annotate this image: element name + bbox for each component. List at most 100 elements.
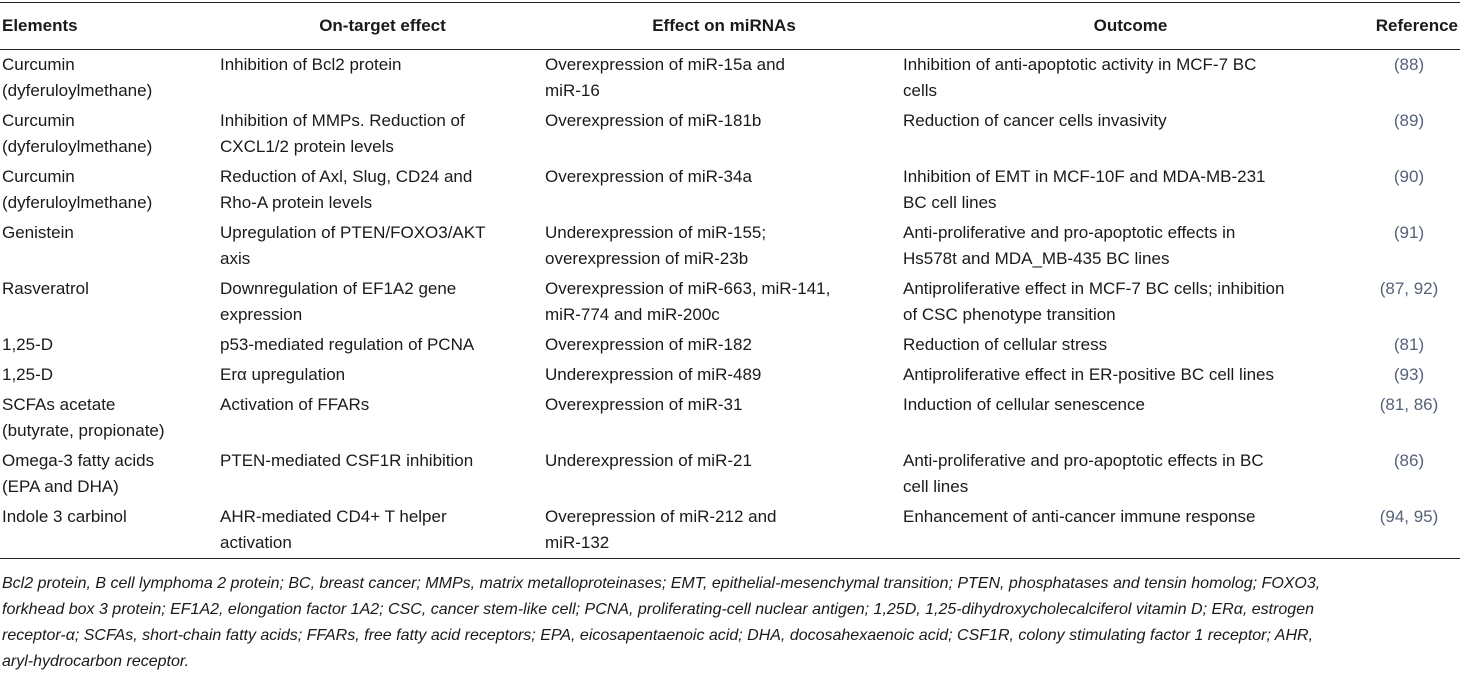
cell-line: Anti-proliferative and pro-apoptotic eff…: [903, 451, 1264, 470]
cell-line: Underexpression of miR-489: [545, 365, 762, 384]
cell-line: (91): [1393, 223, 1425, 242]
header-cell: Reference: [1358, 2, 1460, 50]
table-cell: (81): [1358, 330, 1460, 360]
cell-line: Reduction of Axl, Slug, CD24 and: [220, 167, 473, 186]
cell-line: 1,25-D: [2, 365, 54, 384]
table-cell: (88): [1358, 50, 1460, 107]
table-body: Curcumin (dyferuloylmethane) Inhibition of…: [0, 50, 1460, 559]
cell-line: Rho-A protein levels: [220, 193, 373, 212]
cell-line: overexpression of miR-23b: [545, 249, 749, 268]
table-cell: (93): [1358, 360, 1460, 390]
footnote-line: Bcl2 protein, B cell lymphoma 2 protein;…: [2, 575, 1321, 592]
header-cell: Outcome: [903, 2, 1358, 50]
table-cell: Genistein: [0, 218, 220, 274]
cell-line: cell lines: [903, 477, 969, 496]
cell-line: (dyferuloylmethane): [2, 137, 153, 156]
table-cell: Overepression of miR-212 and miR-132: [545, 502, 903, 559]
cell-line: 1,25-D: [2, 335, 54, 354]
cell-line: miR-774 and miR-200c: [545, 305, 720, 324]
table-cell: SCFAs acetate (butyrate, propionate): [0, 390, 220, 446]
table-cell: (87, 92): [1358, 274, 1460, 330]
cell-line: (81): [1393, 335, 1425, 354]
cell-line: (89): [1393, 111, 1425, 130]
cell-line: Curcumin: [2, 111, 75, 130]
table-row: Genistein Upregulation of PTEN/FOXO3/AKT a…: [0, 218, 1460, 274]
table-cell: Downregulation of EF1A2 gene expression: [220, 274, 545, 330]
table-row: 1,25-D p53-mediated regulation of PCNA Ove…: [0, 330, 1460, 360]
cell-line: Inhibition of anti-apoptotic activity in…: [903, 55, 1257, 74]
cell-line: (EPA and DHA): [2, 477, 119, 496]
table-cell: Curcumin (dyferuloylmethane): [0, 162, 220, 218]
table-cell: (91): [1358, 218, 1460, 274]
table-cell: Omega-3 fatty acids (EPA and DHA): [0, 446, 220, 502]
cell-line: Overexpression of miR-663, miR-141,: [545, 279, 831, 298]
table-cell: Overexpression of miR-34a: [545, 162, 903, 218]
data-table: Elements On-target effect Effect on miRNAs…: [0, 2, 1460, 559]
table-cell: Antiproliferative effect in MCF-7 BC cel…: [903, 274, 1358, 330]
cell-line: miR-16: [545, 81, 600, 100]
table-cell: 1,25-D: [0, 330, 220, 360]
table-cell: Reduction of cellular stress: [903, 330, 1358, 360]
table-cell: Anti-proliferative and pro-apoptotic eff…: [903, 446, 1358, 502]
table-cell: Enhancement of anti-cancer immune respon…: [903, 502, 1358, 559]
cell-line: Enhancement of anti-cancer immune respon…: [903, 507, 1256, 526]
table-cell: Inhibition of anti-apoptotic activity in…: [903, 50, 1358, 107]
cell-line: PTEN-mediated CSF1R inhibition: [220, 451, 474, 470]
header-cell: On-target effect: [220, 2, 545, 50]
table-row: Curcumin (dyferuloylmethane) Reduction of …: [0, 162, 1460, 218]
table-cell: Overexpression of miR-182: [545, 330, 903, 360]
cell-line: Indole 3 carbinol: [2, 507, 127, 526]
table-cell: Underexpression of miR-155; overexpressio…: [545, 218, 903, 274]
table-cell: (94, 95): [1358, 502, 1460, 559]
cell-line: Overexpression of miR-31: [545, 395, 743, 414]
table-cell: (90): [1358, 162, 1460, 218]
table-cell: p53-mediated regulation of PCNA: [220, 330, 545, 360]
table-row: Curcumin (dyferuloylmethane) Inhibition of…: [0, 50, 1460, 107]
footnote-line: receptor-α; SCFAs, short-chain fatty aci…: [2, 627, 1314, 644]
cell-line: CXCL1/2 protein levels: [220, 137, 394, 156]
table-cell: (86): [1358, 446, 1460, 502]
cell-line: Overexpression of miR-34a: [545, 167, 752, 186]
table-cell: Curcumin (dyferuloylmethane): [0, 106, 220, 162]
table-cell: Overexpression of miR-31: [545, 390, 903, 446]
cell-line: Overepression of miR-212 and: [545, 507, 777, 526]
cell-line: (87, 92): [1379, 279, 1439, 298]
table-cell: Erα upregulation: [220, 360, 545, 390]
cell-line: Antiproliferative effect in ER-positive …: [903, 365, 1275, 384]
cell-line: axis: [220, 249, 251, 268]
table-cell: Inhibition of MMPs. Reduction of CXCL1/2 …: [220, 106, 545, 162]
cell-line: cells: [903, 81, 938, 100]
cell-line: of CSC phenotype transition: [903, 305, 1116, 324]
table-row: SCFAs acetate (butyrate, propionate) Activ…: [0, 390, 1460, 446]
cell-line: Inhibition of MMPs. Reduction of: [220, 111, 465, 130]
cell-line: Anti-proliferative and pro-apoptotic eff…: [903, 223, 1236, 242]
table-cell: Reduction of Axl, Slug, CD24 and Rho-A pr…: [220, 162, 545, 218]
cell-line: miR-132: [545, 533, 610, 552]
cell-line: (94, 95): [1379, 507, 1439, 526]
cell-line: Rasveratrol: [2, 279, 89, 298]
table-cell: Activation of FFARs: [220, 390, 545, 446]
cell-line: Upregulation of PTEN/FOXO3/AKT: [220, 223, 486, 242]
cell-line: Overexpression of miR-181b: [545, 111, 762, 130]
table-cell: Anti-proliferative and pro-apoptotic eff…: [903, 218, 1358, 274]
table-cell: Reduction of cancer cells invasivity: [903, 106, 1358, 162]
table-cell: 1,25-D: [0, 360, 220, 390]
footnote-line: forkhead box 3 protein; EF1A2, elongatio…: [2, 601, 1314, 618]
cell-line: Omega-3 fatty acids: [2, 451, 155, 470]
table-cell: (89): [1358, 106, 1460, 162]
cell-line: Curcumin: [2, 167, 75, 186]
cell-line: Inhibition of Bcl2 protein: [220, 55, 402, 74]
table-cell: Indole 3 carbinol: [0, 502, 220, 559]
table-cell: Antiproliferative effect in ER-positive …: [903, 360, 1358, 390]
cell-line: (86): [1393, 451, 1425, 470]
table-cell: Underexpression of miR-489: [545, 360, 903, 390]
cell-line: BC cell lines: [903, 193, 997, 212]
cell-line: Inhibition of EMT in MCF-10F and MDA-MB-…: [903, 167, 1266, 186]
table-row: Omega-3 fatty acids (EPA and DHA) PTEN-med…: [0, 446, 1460, 502]
cell-line: Erα upregulation: [220, 365, 346, 384]
footnote-line: aryl-hydrocarbon receptor.: [2, 653, 190, 670]
cell-line: p53-mediated regulation of PCNA: [220, 335, 475, 354]
cell-line: Overexpression of miR-15a and: [545, 55, 786, 74]
table-row: Rasveratrol Downregulation of EF1A2 gene e…: [0, 274, 1460, 330]
